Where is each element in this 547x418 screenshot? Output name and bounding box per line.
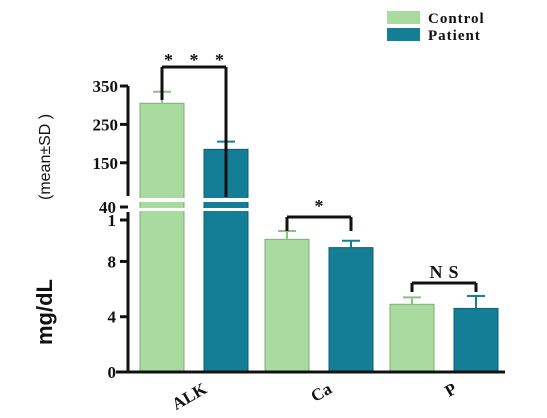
bar-control-ca (264, 238, 310, 373)
significance-label: * * * (164, 50, 230, 70)
y-axis: 0 4 8 140 150 250 350 (93, 77, 505, 382)
axis-break-gap (136, 198, 252, 202)
significance-label: * (315, 196, 330, 216)
category-label: ALK (169, 379, 211, 414)
category-label: P (442, 379, 460, 401)
category-labels: ALK Ca P (169, 379, 460, 414)
bar-control-alk (139, 102, 185, 373)
category-label: Ca (308, 379, 336, 406)
y-tick-label: 150 (93, 154, 119, 173)
y-tick-label: 1 (108, 211, 117, 230)
legend-label: Patient (428, 28, 481, 44)
y-tick-label: 40 (99, 198, 116, 217)
y-tick-label: 0 (108, 363, 117, 382)
bar-control-p (389, 303, 435, 373)
y-axis-subtitle: (mean±SD ) (37, 114, 54, 200)
bars-group (136, 90, 499, 373)
legend-label: Control (428, 11, 485, 27)
y-tick-label: 4 (108, 308, 117, 327)
y-tick-label: 350 (93, 77, 119, 96)
bar-patient-p (453, 307, 499, 373)
legend-swatch-control (387, 11, 420, 24)
legend-swatch-patient (387, 28, 420, 41)
significance-group: * * * * NS (160, 50, 478, 292)
y-tick-label: 8 (108, 252, 117, 271)
significance-label: NS (429, 262, 464, 282)
axis-break-gap (136, 208, 252, 211)
y-axis-title: mg/dL (32, 279, 57, 345)
bar-patient-ca (328, 247, 374, 373)
y-tick-label: 250 (93, 115, 119, 134)
